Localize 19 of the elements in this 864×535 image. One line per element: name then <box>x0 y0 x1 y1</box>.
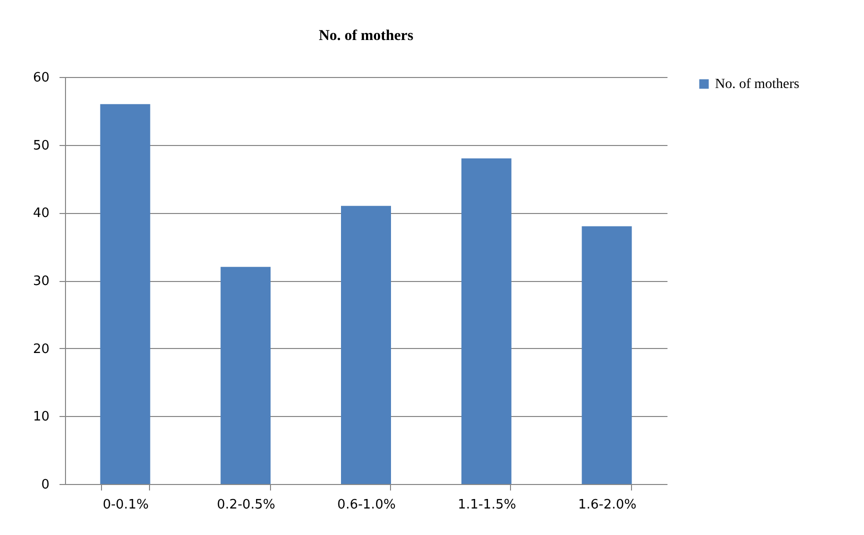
y-tick-label: 0 <box>41 478 50 492</box>
x-tick-label: 0.2-0.5% <box>216 498 276 512</box>
y-tick-label: 40 <box>32 206 50 222</box>
x-tick-label: 0.6-1.0% <box>337 498 396 512</box>
x-tick-label: 0-0.1% <box>102 498 149 512</box>
bar <box>461 158 512 484</box>
y-tick-label: 60 <box>32 70 50 86</box>
x-tick-label: 1.1-1.5% <box>458 498 516 512</box>
bar <box>341 206 391 484</box>
x-tick-label: 1.6-2.0% <box>578 498 637 512</box>
y-tick-label: 30 <box>32 274 50 289</box>
y-tick-label: 10 <box>32 410 50 425</box>
legend-label: No. of mothers <box>715 77 800 92</box>
chart-title: No. of mothers <box>318 28 414 44</box>
bar <box>582 226 632 484</box>
bar <box>100 104 150 484</box>
y-tick-label: 50 <box>32 138 50 154</box>
y-tick-label: 20 <box>32 342 50 357</box>
bar <box>220 266 271 484</box>
